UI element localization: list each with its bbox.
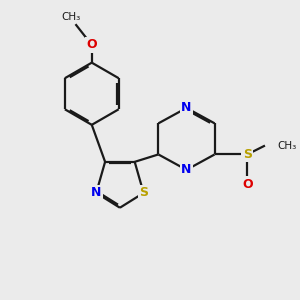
Text: S: S <box>243 148 252 161</box>
Text: S: S <box>139 186 148 200</box>
Text: O: O <box>242 178 253 190</box>
Text: N: N <box>181 101 192 115</box>
Text: N: N <box>181 163 192 176</box>
Text: O: O <box>86 38 97 51</box>
Text: N: N <box>91 186 101 200</box>
Text: CH₃: CH₃ <box>278 141 297 151</box>
Text: CH₃: CH₃ <box>61 12 81 22</box>
